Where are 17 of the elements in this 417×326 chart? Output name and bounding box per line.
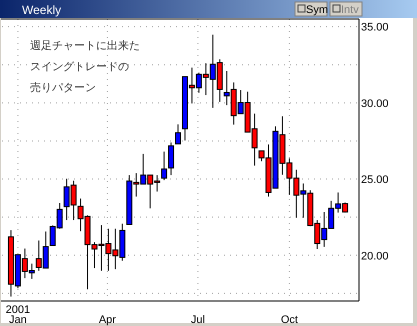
y-tick-label: 20.00: [361, 250, 389, 262]
x-tick-label: Jul: [190, 314, 205, 326]
button: Sym: [294, 2, 328, 16]
candlestick: [168, 142, 174, 176]
x-tick-label: Apr: [98, 314, 116, 326]
x-tick-label: 2001 Jan: [6, 304, 30, 326]
annotation: スイングトレードの: [30, 61, 129, 73]
y-tick-label: 35.00: [361, 22, 389, 34]
annotation: 週足チャートに出来た: [30, 39, 140, 52]
y-tick-label: 30.00: [361, 98, 389, 110]
x-tick-label: Oct: [280, 314, 298, 326]
y-tick-label: 25.00: [361, 174, 389, 186]
candlestick: [175, 124, 182, 144]
button: Intv: [330, 2, 362, 16]
chart-title: Weekly: [22, 3, 62, 17]
annotation: 売りパターン: [30, 81, 96, 94]
candlestick: [161, 151, 168, 181]
